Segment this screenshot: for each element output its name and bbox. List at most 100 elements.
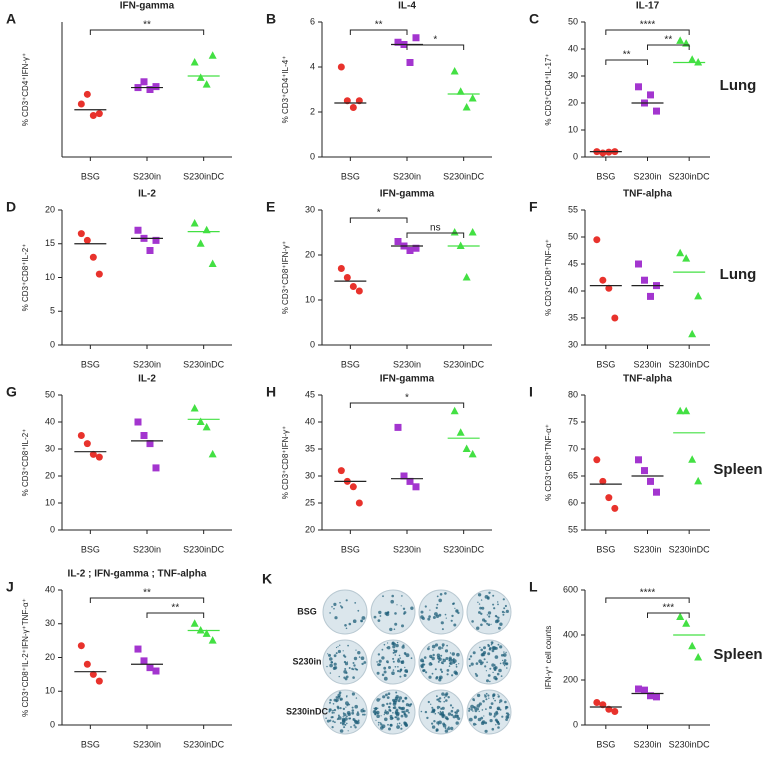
spot	[421, 663, 425, 666]
x-tick-label: BSG	[341, 359, 360, 369]
spot	[441, 647, 444, 649]
spot	[389, 709, 392, 712]
spot	[331, 711, 334, 714]
spot	[494, 619, 499, 624]
y-tick-label: 40	[45, 584, 55, 594]
data-point	[202, 80, 211, 88]
spot	[487, 596, 490, 599]
spot	[340, 606, 344, 609]
data-point	[337, 63, 345, 71]
spot	[403, 652, 407, 655]
y-tick-label: 10	[45, 272, 55, 282]
spot	[392, 660, 395, 663]
spot	[377, 721, 380, 724]
spot	[485, 698, 488, 701]
spot	[361, 620, 363, 623]
data-point	[688, 55, 697, 63]
spot	[333, 662, 337, 666]
spot	[495, 724, 497, 726]
spot	[476, 693, 481, 698]
spot	[424, 605, 427, 608]
spot	[447, 696, 450, 699]
spot	[430, 656, 433, 659]
data-point	[456, 87, 465, 95]
spot	[399, 675, 402, 678]
data-point	[688, 641, 697, 650]
well-row-label: S230inDC	[286, 706, 329, 716]
significance-label: *	[405, 393, 409, 404]
spot	[441, 715, 445, 719]
spot	[497, 722, 501, 726]
data-point	[635, 456, 642, 464]
data-point	[412, 244, 420, 252]
y-axis-label: % CD3⁺CD8⁺IFN-γ⁺	[281, 426, 290, 500]
y-tick-label: 40	[45, 416, 55, 426]
spot	[404, 666, 406, 669]
y-tick-label: 20	[568, 97, 578, 107]
spot	[440, 654, 443, 657]
spot	[438, 646, 442, 650]
spot	[386, 611, 390, 614]
spot	[336, 718, 339, 721]
spot	[420, 658, 424, 663]
y-tick-label: 40	[568, 43, 578, 53]
spot	[402, 607, 406, 610]
spot	[488, 712, 490, 714]
spot	[452, 661, 456, 664]
spot	[344, 677, 348, 681]
y-tick-label: 40	[305, 416, 315, 426]
spot	[395, 643, 399, 648]
spot	[504, 604, 507, 608]
spot	[351, 711, 355, 715]
y-tick-label: 50	[568, 16, 578, 26]
spot	[432, 649, 434, 651]
spot	[484, 665, 487, 668]
spot	[395, 695, 399, 699]
spot	[433, 720, 436, 723]
y-tick-label: 0	[50, 719, 55, 729]
data-point	[140, 657, 148, 665]
data-point	[95, 270, 103, 278]
spot	[491, 642, 493, 644]
spot	[395, 713, 400, 717]
y-tick-label: 50	[568, 231, 578, 241]
spot	[491, 727, 495, 731]
spot	[503, 607, 506, 610]
spot	[391, 671, 395, 675]
data-point	[77, 100, 85, 108]
spot	[439, 668, 443, 671]
spot	[501, 715, 504, 718]
spot	[491, 646, 496, 650]
spot	[352, 662, 355, 664]
significance-bracket	[89, 29, 205, 35]
spot	[384, 611, 388, 616]
x-tick-label: BSG	[341, 544, 360, 554]
spot	[397, 659, 401, 663]
data-point	[647, 692, 654, 700]
spot	[445, 699, 448, 702]
y-tick-label: 55	[568, 204, 578, 214]
spot	[445, 657, 449, 660]
spot	[354, 704, 359, 709]
data-point	[456, 428, 465, 436]
spot	[376, 661, 378, 663]
spot	[435, 606, 438, 610]
y-tick-label: 600	[563, 584, 578, 594]
spot	[387, 661, 389, 664]
data-point	[152, 667, 160, 675]
spot	[332, 703, 335, 705]
data-point	[337, 265, 345, 272]
data-point	[653, 693, 660, 701]
spot	[499, 699, 503, 703]
data-point	[611, 708, 619, 715]
spot	[376, 671, 380, 675]
y-tick-label: 200	[563, 674, 578, 684]
significance-label: **	[375, 20, 383, 31]
spot	[385, 711, 390, 715]
data-point	[83, 90, 91, 98]
spot	[497, 693, 499, 695]
data-point	[83, 660, 91, 668]
spot	[344, 668, 347, 670]
spot	[392, 645, 396, 649]
chart-title: TNF-alpha	[623, 189, 672, 200]
